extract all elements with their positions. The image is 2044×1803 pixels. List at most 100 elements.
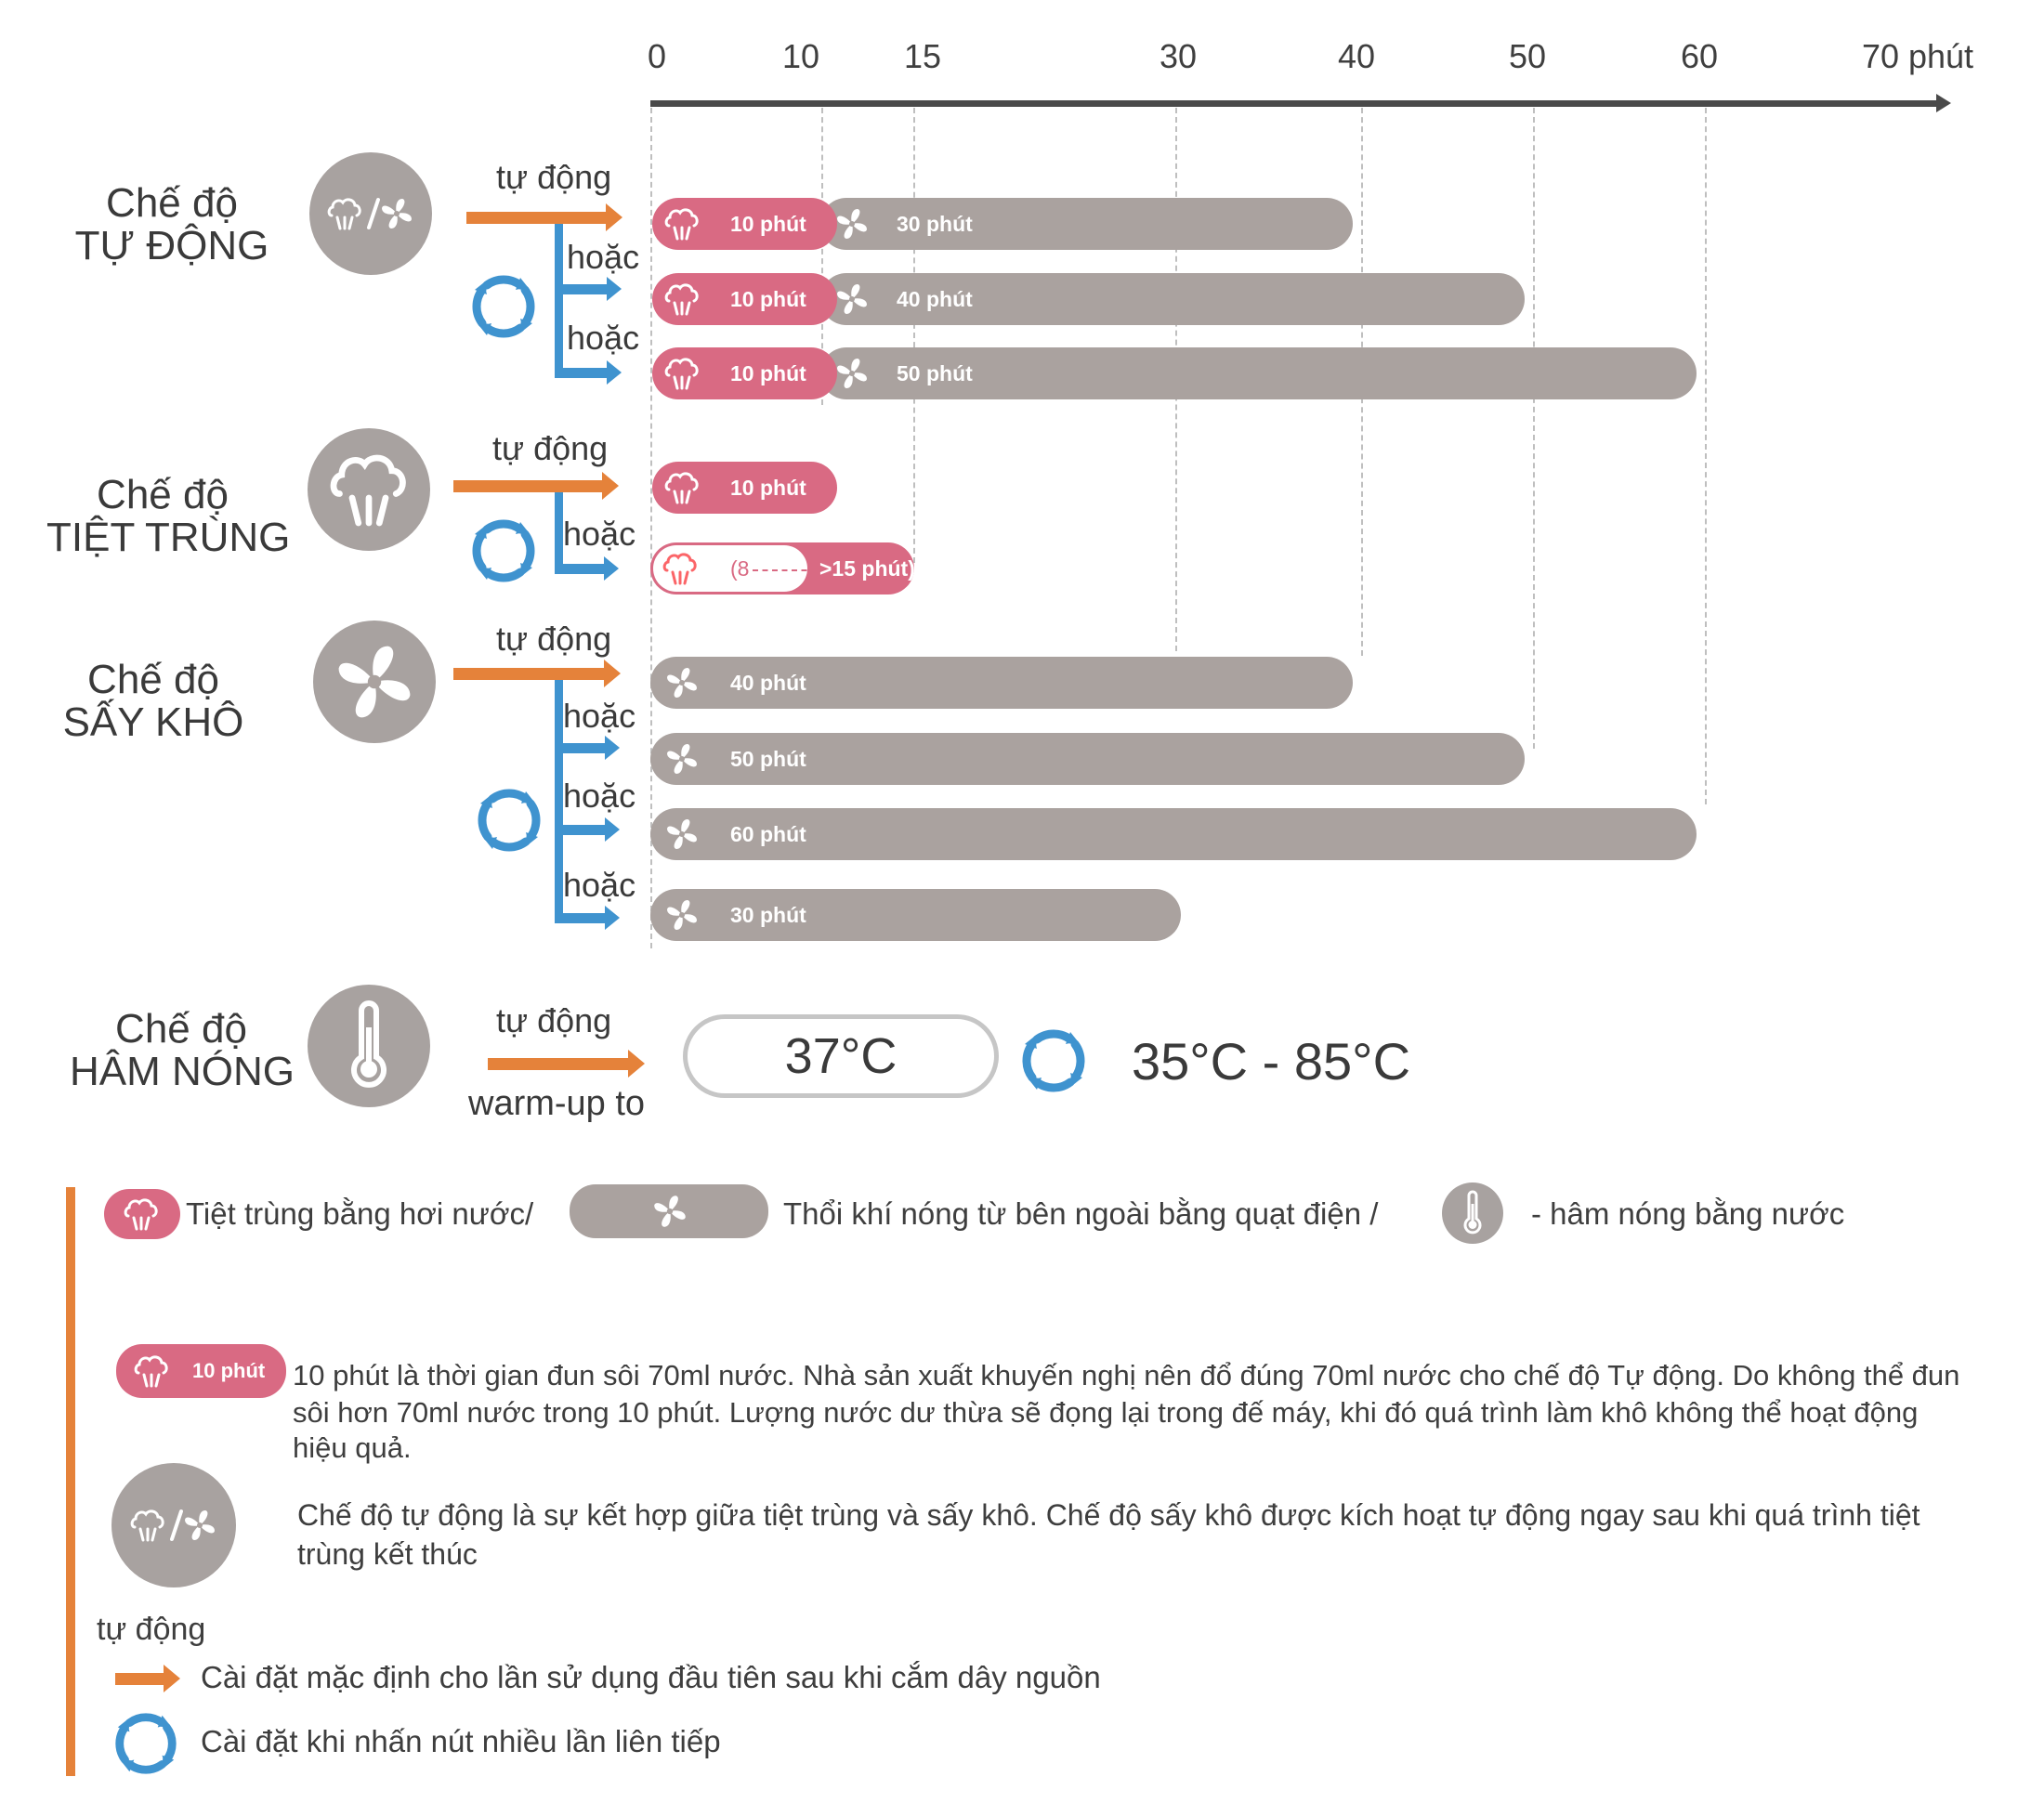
default-arrow: [488, 1050, 645, 1078]
note2-line2: trùng kết thúc: [297, 1537, 478, 1571]
cycle-icon: [466, 514, 541, 588]
legend-steam-badge: [104, 1189, 180, 1239]
steam-range-end-label: >15 phút): [819, 556, 915, 581]
axis-tick: 10: [781, 37, 820, 75]
steam-icon: [662, 553, 697, 585]
mode-auto-line1: Chế độ: [106, 180, 238, 226]
axis-tick: 40: [1337, 37, 1376, 75]
fan-bar: 40 phút: [650, 657, 1353, 709]
axis-tick: 15: [903, 37, 942, 75]
dry-trigger-label: tự động: [496, 620, 612, 658]
fan-icon: [837, 284, 867, 314]
fan-duration-label: 50 phút: [897, 361, 973, 385]
steam-icon: [664, 358, 699, 390]
fan-duration-label: 40 phút: [897, 287, 973, 311]
note1-line2: sôi hơn 70ml nước trong 10 phút. Lượng n…: [293, 1396, 1919, 1429]
steril-trigger-label: tự động: [492, 429, 609, 467]
legend-thermometer-icon: [1442, 1182, 1503, 1244]
gridline: [650, 108, 652, 948]
cycle-branch-line: [555, 492, 563, 574]
legend-steam-text: Tiệt trùng bằng hơi nước/: [186, 1196, 534, 1231]
steam-icon: [664, 283, 699, 316]
steam-icon: [664, 208, 699, 241]
axis-tick: 30: [1159, 37, 1198, 75]
or-label: hoặc: [563, 697, 636, 735]
or-label: hoặc: [563, 777, 636, 815]
fan-bar: 50 phút: [820, 347, 1697, 399]
legend-steam-fan-icon: [111, 1463, 236, 1587]
steam-duration-label: 10 phút: [730, 212, 806, 236]
steam-bar: 10 phút: [652, 347, 837, 399]
default-arrow: [466, 203, 622, 231]
fan-duration-label: 60 phút: [730, 822, 806, 846]
or-label: hoặc: [567, 238, 640, 276]
note-badge: 10 phút: [116, 1344, 286, 1398]
axis-tick: 70 phút: [1861, 37, 1974, 75]
axis-line: [650, 100, 1942, 107]
default-temperature: 37°C: [683, 1014, 999, 1098]
mode-warm-line2: HÂM NÓNG: [70, 1049, 295, 1094]
cycle-branch-line: [555, 680, 563, 923]
cycle-arrow: [555, 817, 620, 842]
axis-tick: 60: [1680, 37, 1719, 75]
steam-fan-icon: [309, 152, 432, 275]
steam-duration-label: 10 phút: [730, 476, 806, 500]
fan-bar: 60 phút: [650, 808, 1697, 860]
mode-dry-line1: Chế độ: [87, 657, 219, 702]
fan-duration-label: 30 phút: [897, 212, 973, 236]
cycle-arrow: [555, 556, 619, 581]
mode-warm-label: Chế độ HÂM NÓNG: [70, 1006, 295, 1094]
cycle-icon: [472, 783, 546, 857]
steam-bar: 10 phút: [652, 462, 837, 514]
temperature-range: 35°C - 85°C: [1132, 1032, 1411, 1091]
note2-line1: Chế độ tự động là sự kết hợp giữa tiệt t…: [297, 1498, 1920, 1532]
note1-line1: 10 phút là thời gian đun sôi 70ml nước. …: [293, 1359, 1960, 1391]
steam-range-bar: (8 >15 phút): [650, 542, 915, 594]
default-arrow: [453, 660, 621, 687]
fan-icon: [667, 744, 697, 774]
legend-default-arrow: [115, 1665, 180, 1692]
fan-bar: 50 phút: [650, 733, 1525, 785]
mode-steril-label: Chế độ TIỆT TRÙNG: [46, 474, 291, 560]
fan-duration-label: 50 phút: [730, 747, 806, 771]
warmup-label: warm-up to: [468, 1084, 646, 1123]
fan-bar: 40 phút: [820, 273, 1525, 325]
mode-auto-label: Chế độ TỰ ĐỘNG: [74, 182, 269, 268]
cycle-arrow: [555, 906, 620, 930]
mode-steril-line2: TIỆT TRÙNG: [46, 515, 291, 560]
mode-warm-line1: Chế độ: [115, 1006, 247, 1052]
steam-range-dash: [753, 542, 836, 594]
gridline: [913, 108, 915, 563]
or-label: hoặc: [563, 866, 636, 904]
legend-accent-bar: [66, 1187, 75, 1776]
fan-icon: [667, 900, 697, 930]
fan-bar: 30 phút: [650, 889, 1181, 941]
cycle-arrow: [555, 736, 620, 760]
legend-cycle-icon: [110, 1707, 182, 1780]
auto-trigger-label: tự động: [496, 158, 612, 196]
steam-duration-label: 10 phút: [730, 361, 806, 385]
axis-tick: 0: [647, 37, 667, 75]
or-label: hoặc: [563, 515, 636, 553]
legend-fan-text: Thổi khí nóng từ bên ngoài bằng quạt điệ…: [783, 1196, 1379, 1231]
mode-dry-line2: SẤY KHÔ: [62, 699, 244, 745]
cycle-icon: [1016, 1024, 1091, 1098]
legend-fan-badge: [570, 1184, 768, 1238]
cycle-arrow: [555, 277, 622, 301]
gridline: [821, 108, 823, 405]
steam-icon: [664, 472, 699, 504]
legend-warm-text: - hâm nóng bằng nước: [1531, 1196, 1845, 1231]
fan-icon: [667, 668, 697, 698]
or-label: hoặc: [567, 319, 640, 357]
mode-auto-line2: TỰ ĐỘNG: [74, 223, 269, 268]
steam-range-start-label: (8: [730, 556, 750, 581]
axis-tick: 50: [1508, 37, 1547, 75]
fan-duration-label: 40 phút: [730, 671, 806, 695]
note-badge-label: 10 phút: [192, 1359, 266, 1382]
steam-bar: 10 phút: [652, 273, 837, 325]
steam-icon: [308, 428, 430, 551]
fan-icon: [837, 359, 867, 388]
fan-bar: 30 phút: [820, 198, 1353, 250]
legend-default-text: Cài đặt mặc định cho lần sử dụng đầu tiê…: [201, 1660, 1101, 1694]
cycle-icon: [466, 269, 541, 344]
